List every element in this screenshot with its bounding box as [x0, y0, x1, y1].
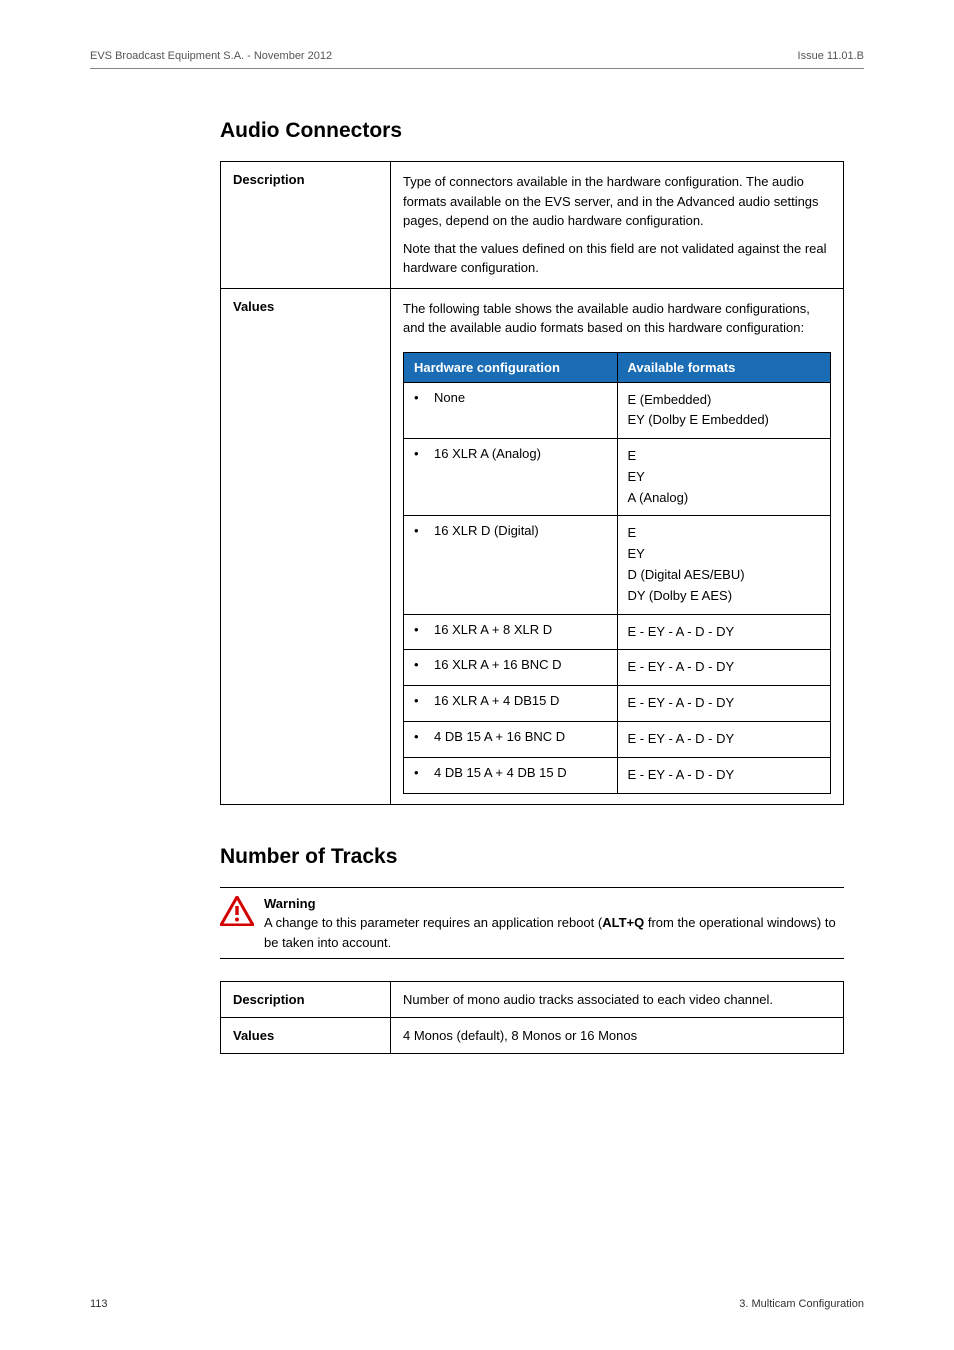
page-footer: 113 3. Multicam Configuration: [90, 1298, 864, 1310]
format-line: DY (Dolby E AES): [628, 586, 821, 607]
hardware-formats-table: Hardware configuration Available formats…: [403, 352, 831, 794]
audio-connectors-table: Description Type of connectors available…: [220, 161, 844, 805]
values-inner-wrapper: Hardware configuration Available formats…: [391, 348, 844, 805]
section-title-audio-connectors: Audio Connectors: [220, 119, 844, 143]
content: Audio Connectors Description Type of con…: [220, 119, 844, 1054]
hw-config-text: 16 XLR A + 4 DB15 D: [434, 693, 559, 708]
format-line: EY: [628, 467, 821, 488]
section-title-number-of-tracks: Number of Tracks: [220, 845, 844, 869]
hw-config-cell: •4 DB 15 A + 4 DB 15 D: [404, 757, 618, 793]
format-line: E: [628, 446, 821, 467]
tracks-values-label: Values: [221, 1018, 391, 1054]
description-para1: Type of connectors available in the hard…: [403, 172, 831, 231]
available-formats-cell: E - EY - A - D - DY: [617, 757, 831, 793]
table-row: •16 XLR A + 4 DB15 D E - EY - A - D - DY: [404, 686, 831, 722]
footer-right: 3. Multicam Configuration: [739, 1298, 864, 1310]
format-line: A (Analog): [628, 488, 821, 509]
hw-config-text: 4 DB 15 A + 4 DB 15 D: [434, 765, 567, 780]
warning-text: Warning A change to this parameter requi…: [264, 894, 844, 953]
available-formats-cell: E - EY - A - D - DY: [617, 686, 831, 722]
bullet-icon: •: [414, 765, 434, 780]
hw-config-cell: •16 XLR A (Analog): [404, 439, 618, 516]
available-formats-cell: E - EY - A - D - DY: [617, 722, 831, 758]
hw-config-cell: •16 XLR A + 4 DB15 D: [404, 686, 618, 722]
bullet-icon: •: [414, 523, 434, 538]
table-row: •16 XLR A + 16 BNC D E - EY - A - D - DY: [404, 650, 831, 686]
table-row: •16 XLR D (Digital)EEYD (Digital AES/EBU…: [404, 516, 831, 614]
header-left: EVS Broadcast Equipment S.A. - November …: [90, 50, 332, 62]
bullet-icon: •: [414, 729, 434, 744]
hw-config-text: 16 XLR A (Analog): [434, 446, 541, 461]
format-line: EY: [628, 544, 821, 565]
tracks-table: Description Number of mono audio tracks …: [220, 981, 844, 1054]
inner-header-hw: Hardware configuration: [404, 352, 618, 382]
bullet-icon: •: [414, 446, 434, 461]
warning-text-bold: ALT+Q: [602, 915, 644, 930]
hw-config-text: 16 XLR A + 16 BNC D: [434, 657, 562, 672]
bullet-icon: •: [414, 390, 434, 405]
format-line: E: [628, 523, 821, 544]
hw-config-cell: •16 XLR A + 8 XLR D: [404, 614, 618, 650]
tracks-description-label: Description: [221, 982, 391, 1018]
tracks-values-value: 4 Monos (default), 8 Monos or 16 Monos: [391, 1018, 844, 1054]
table-row: •NoneE (Embedded)EY (Dolby E Embedded): [404, 382, 831, 439]
format-line: E - EY - A - D - DY: [628, 729, 821, 750]
tracks-description-value: Number of mono audio tracks associated t…: [391, 982, 844, 1018]
table-row: •16 XLR A + 8 XLR D E - EY - A - D - DY: [404, 614, 831, 650]
format-line: E (Embedded): [628, 390, 821, 411]
bullet-icon: •: [414, 693, 434, 708]
format-line: E - EY - A - D - DY: [628, 622, 821, 643]
available-formats-cell: E (Embedded)EY (Dolby E Embedded): [617, 382, 831, 439]
format-line: D (Digital AES/EBU): [628, 565, 821, 586]
format-line: E - EY - A - D - DY: [628, 765, 821, 786]
hw-config-text: 16 XLR A + 8 XLR D: [434, 622, 552, 637]
available-formats-cell: E - EY - A - D - DY: [617, 650, 831, 686]
format-line: E - EY - A - D - DY: [628, 657, 821, 678]
header-right: Issue 11.01.B: [798, 50, 864, 62]
available-formats-cell: E - EY - A - D - DY: [617, 614, 831, 650]
hw-config-cell: •None: [404, 382, 618, 439]
table-row: •4 DB 15 A + 4 DB 15 D E - EY - A - D - D…: [404, 757, 831, 793]
page: EVS Broadcast Equipment S.A. - November …: [0, 0, 954, 1350]
available-formats-cell: EEYD (Digital AES/EBU)DY (Dolby E AES): [617, 516, 831, 614]
description-para2: Note that the values defined on this fie…: [403, 239, 831, 278]
warning-title: Warning: [264, 894, 844, 914]
bullet-icon: •: [414, 622, 434, 637]
warning-rule-top: [220, 887, 844, 888]
warning-triangle-icon: [220, 896, 254, 926]
description-value: Type of connectors available in the hard…: [391, 162, 844, 289]
hw-config-text: 16 XLR D (Digital): [434, 523, 539, 538]
warning-block: Warning A change to this parameter requi…: [220, 887, 844, 960]
description-label: Description: [221, 162, 391, 289]
hw-config-text: 4 DB 15 A + 16 BNC D: [434, 729, 565, 744]
values-intro-text: The following table shows the available …: [403, 299, 831, 338]
hw-config-cell: •16 XLR D (Digital): [404, 516, 618, 614]
table-row: •4 DB 15 A + 16 BNC D E - EY - A - D - DY: [404, 722, 831, 758]
format-line: E - EY - A - D - DY: [628, 693, 821, 714]
footer-left: 113: [90, 1298, 108, 1310]
available-formats-cell: EEYA (Analog): [617, 439, 831, 516]
table-row: •16 XLR A (Analog)EEYA (Analog): [404, 439, 831, 516]
hw-config-cell: •4 DB 15 A + 16 BNC D: [404, 722, 618, 758]
bullet-icon: •: [414, 657, 434, 672]
hw-config-text: None: [434, 390, 465, 405]
warning-text-before: A change to this parameter requires an a…: [264, 915, 602, 930]
page-header: EVS Broadcast Equipment S.A. - November …: [90, 50, 864, 69]
values-intro: The following table shows the available …: [391, 288, 844, 348]
format-line: EY (Dolby E Embedded): [628, 410, 821, 431]
inner-header-fmt: Available formats: [617, 352, 831, 382]
values-label: Values: [221, 288, 391, 804]
warning-rule-bottom: [220, 958, 844, 959]
hw-config-cell: •16 XLR A + 16 BNC D: [404, 650, 618, 686]
